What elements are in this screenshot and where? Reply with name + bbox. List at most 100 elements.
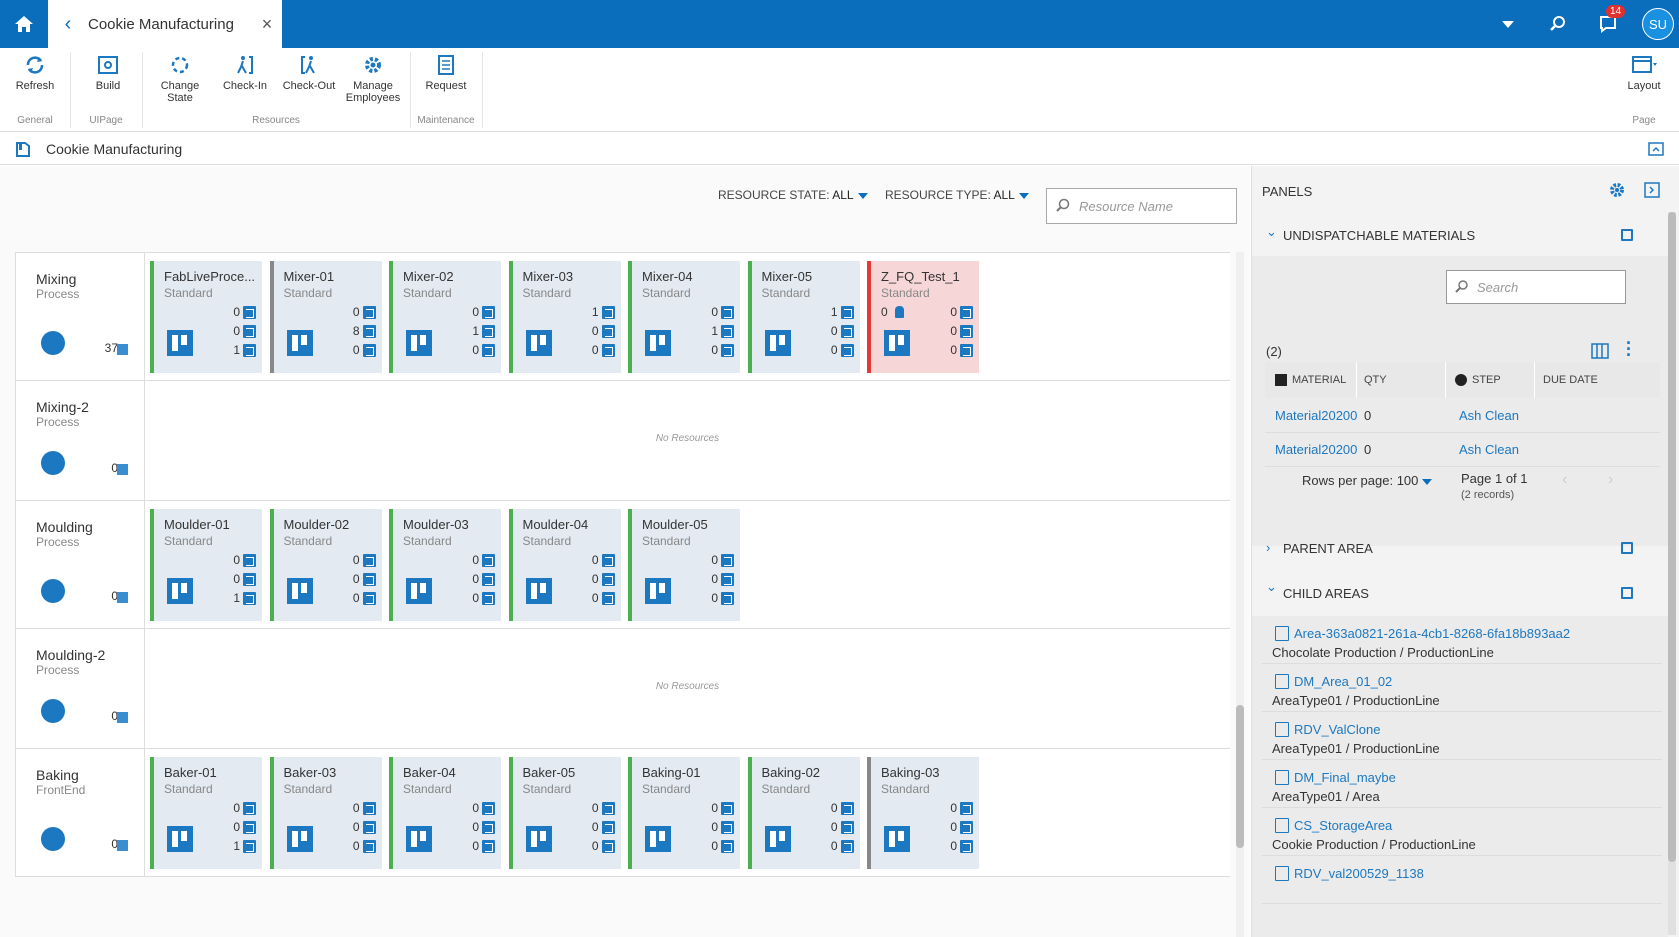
refresh-button[interactable]: Refresh [3,54,67,92]
back-icon[interactable]: ‹ [64,12,72,35]
column-qty[interactable]: QTY [1364,374,1387,386]
close-icon[interactable]: × [261,13,273,34]
notifications-button[interactable]: 14 [1588,0,1628,48]
resource-card[interactable]: Baker-05 Standard 0 0 0 [508,757,621,869]
child-area-link[interactable]: RDV_val200529_1138 [1294,866,1424,881]
resource-card[interactable]: Baking-02 Standard 0 0 0 [747,757,860,869]
child-area-link[interactable]: CS_StorageArea [1294,818,1393,833]
resource-type-filter[interactable]: RESOURCE TYPE: ALL [885,188,1029,202]
resource-card[interactable]: Baker-04 Standard 0 0 0 [389,757,501,869]
list-item[interactable]: Area-363a0821-261a-4cb1-8268-6fa18b893aa… [1262,616,1662,664]
resource-type: Standard [403,782,452,796]
expand-icon[interactable] [1621,542,1633,554]
list-item[interactable]: CS_StorageArea Cookie Production / Produc… [1262,808,1662,856]
resource-card[interactable]: Mixer-02 Standard 0 1 0 [389,261,501,373]
scrollbar-thumb[interactable] [1236,705,1244,848]
resource-card[interactable]: Moulder-03 Standard 0 0 0 [389,509,501,621]
process-icon [601,821,615,834]
output-count: 0 [472,343,479,357]
list-item[interactable]: RDV_ValClone AreaType01 / ProductionLine [1262,712,1662,760]
material-link[interactable]: Material20200 [1275,408,1358,423]
output-count: 0 [950,839,957,853]
resource-card[interactable]: FabLiveProce... Standard 0 0 1 [150,261,262,373]
material-search-input[interactable]: Search [1446,270,1626,304]
dropdown-button[interactable] [1488,0,1528,48]
column-due-date[interactable]: DUE DATE [1543,374,1598,386]
area-header[interactable]: Baking FrontEnd 0 [15,749,145,876]
resource-card[interactable]: Moulder-02 Standard 0 0 0 [269,509,382,621]
rows-per-page-select[interactable]: 100 [1397,473,1433,488]
build-button[interactable]: Build [76,54,140,92]
area-header[interactable]: Mixing Process 37 [15,253,145,380]
check-out-button[interactable]: Check-Out [277,54,341,92]
resource-card[interactable]: Moulder-04 Standard 0 0 0 [508,509,621,621]
manage-employees-button[interactable]: Manage Employees [341,54,405,104]
check-in-button[interactable]: Check-In [213,54,277,92]
collapse-panel-icon[interactable] [1644,182,1660,198]
gear-icon[interactable] [1608,181,1626,199]
resource-icon [406,578,432,604]
resource-card[interactable]: Baking-03 Standard 0 0 0 [867,757,979,869]
child-area-link[interactable]: DM_Area_01_02 [1294,674,1393,689]
next-page-icon[interactable]: › [1608,471,1614,488]
resource-card[interactable]: Mixer-03 Standard 1 0 0 [508,261,621,373]
column-material[interactable]: MATERIAL [1292,374,1347,386]
prev-page-icon[interactable]: ‹ [1562,471,1568,488]
change-state-button[interactable]: Change State [148,54,212,104]
scrollbar[interactable] [1236,252,1244,937]
child-area-link[interactable]: RDV_ValClone [1294,722,1381,737]
resource-card[interactable]: Baker-01 Standard 0 0 1 [150,757,262,869]
search-button[interactable] [1538,0,1578,48]
undispatchable-section-header[interactable]: ⌄ UNDISPATCHABLE MATERIALS [1252,216,1679,256]
table-row[interactable]: Material20200 0 Ash Clean [1265,432,1660,467]
list-item[interactable]: RDV_val200529_1138 [1262,856,1662,904]
columns-icon[interactable] [1591,342,1609,360]
resource-card[interactable]: Mixer-05 Standard 1 0 0 [747,261,860,373]
request-button[interactable]: Request [414,54,478,92]
state-circle-icon [41,331,65,355]
expand-icon[interactable] [1621,229,1633,241]
table-row[interactable]: Material20200 0 Ash Clean [1265,398,1660,433]
process-count: 0 [950,820,957,834]
layout-button[interactable]: Layout [1612,54,1676,92]
area-header[interactable]: Moulding-2 Process 0 [15,629,145,748]
child-areas-section-header[interactable]: ⌄ CHILD AREAS [1252,573,1679,613]
collapse-icon[interactable] [1648,141,1664,157]
output-icon [840,840,854,853]
process-count: 0 [591,572,599,586]
step-link[interactable]: Ash Clean [1459,408,1519,423]
output-icon [960,344,973,357]
area-header[interactable]: Mixing-2 Process 0 [15,381,145,500]
process-icon [960,821,973,834]
resource-card[interactable]: Moulder-05 Standard 0 0 0 [628,509,740,621]
home-button[interactable] [0,0,48,48]
resource-card[interactable]: Mixer-01 Standard 0 8 0 [269,261,382,373]
material-square-icon [117,344,128,355]
expand-icon[interactable] [1621,587,1633,599]
resource-card[interactable]: Mixer-04 Standard 0 1 0 [628,261,740,373]
area-header[interactable]: Moulding Process 0 [15,501,145,628]
child-area-link[interactable]: Area-363a0821-261a-4cb1-8268-6fa18b893aa… [1294,626,1571,641]
material-link[interactable]: Material20200 [1275,442,1358,457]
column-step[interactable]: STEP [1472,374,1501,386]
list-item[interactable]: DM_Area_01_02 AreaType01 / ProductionLine [1262,664,1662,712]
parent-area-section-header[interactable]: › PARENT AREA [1252,528,1679,568]
list-item[interactable]: DM_Final_maybe AreaType01 / Area [1262,760,1662,808]
panel-scrollbar[interactable] [1668,212,1676,935]
step-link[interactable]: Ash Clean [1459,442,1519,457]
resource-card[interactable]: Z_FQ_Test_1 Standard 0 0 0 0 [867,261,979,373]
page-tab[interactable]: ‹ Cookie Manufacturing × [48,0,282,48]
user-menu[interactable]: SU [1638,0,1678,48]
resource-type: Standard [164,782,213,796]
resource-card[interactable]: Baker-03 Standard 0 0 0 [269,757,382,869]
resource-card[interactable]: Moulder-01 Standard 0 0 1 [150,509,262,621]
resource-card[interactable]: Baking-01 Standard 0 0 0 [628,757,740,869]
resource-state-filter[interactable]: RESOURCE STATE: ALL [718,188,868,202]
child-area-link[interactable]: DM_Final_maybe [1294,770,1396,785]
more-options-icon[interactable]: · · · [1626,333,1632,365]
scrollbar-thumb[interactable] [1668,212,1676,862]
resource-search-input[interactable]: Resource Name [1046,188,1237,224]
resource-type: Standard [403,286,452,300]
resource-icon [286,578,313,604]
process-count: 0 [830,820,838,834]
